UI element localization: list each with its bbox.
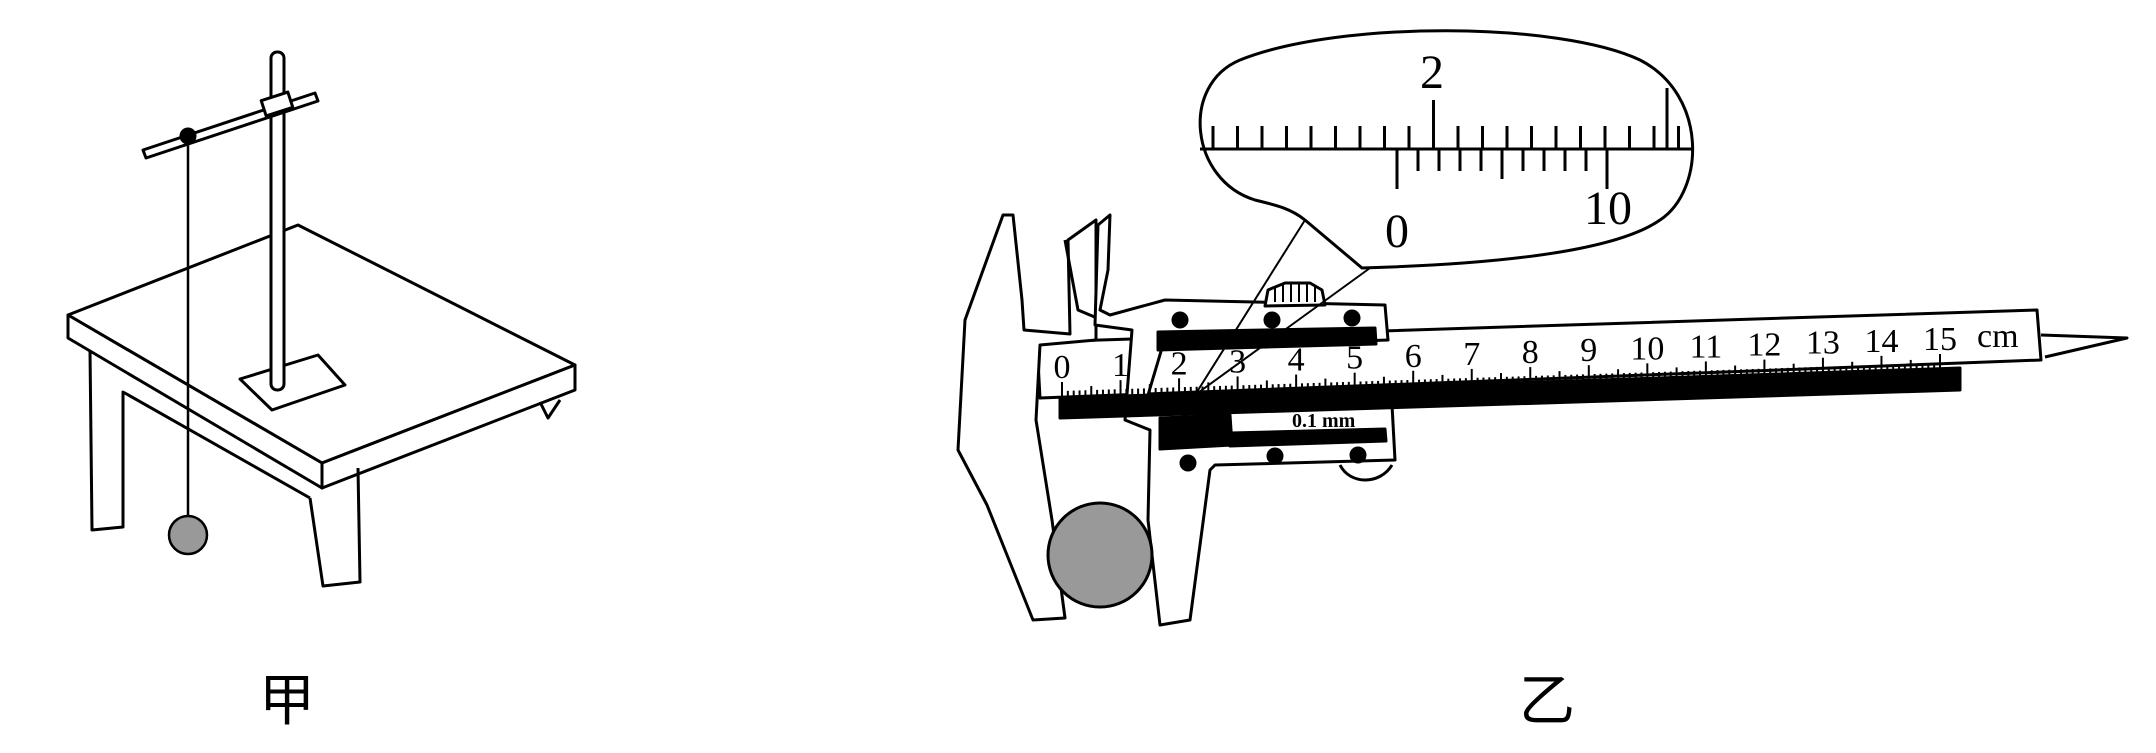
main-scale-label: 12	[1747, 327, 1781, 364]
vernier-caliper	[956, 213, 2129, 627]
main-scale-label: 14	[1864, 323, 1898, 360]
precision-label: 0.1 mm	[1292, 410, 1356, 432]
screw-top-1	[1171, 311, 1189, 329]
table-leg-right	[538, 399, 562, 420]
magnifier-ticks	[1211, 88, 1680, 189]
main-scale-label: 13	[1806, 325, 1840, 362]
pendulum-bob	[167, 514, 209, 556]
main-scale-label: 0	[1054, 349, 1071, 386]
main-scale-label: 6	[1405, 338, 1422, 375]
main-scale-ticks	[1061, 354, 1941, 398]
thumb-screw	[1263, 281, 1327, 308]
fixed-jaw	[956, 213, 1098, 622]
thumb-screw-knurl	[1274, 284, 1316, 302]
screw-bottom-1	[1179, 454, 1197, 472]
main-scale-label: 11	[1689, 328, 1722, 365]
magnifier-vernier-label-10: 10	[1584, 182, 1632, 235]
main-scale-label: 1	[1112, 347, 1129, 384]
zoom-line-2	[1194, 267, 1371, 396]
main-scale-label: 10	[1630, 330, 1664, 367]
stand-base	[238, 353, 347, 412]
depth-rod	[2040, 333, 2129, 359]
main-scale-label: 7	[1463, 336, 1480, 373]
main-scale-labels: 0 1 2 3 4 5 6 7 8 9 10 11 12 13 14 15	[1054, 321, 1958, 386]
vernier-frame	[1093, 213, 1397, 627]
table-leg-left	[88, 349, 311, 532]
magnifier-vernier-label-0: 0	[1385, 205, 1409, 258]
main-scale-label: 4	[1288, 342, 1305, 379]
magnifier-main-label: 2	[1420, 46, 1444, 99]
stand-rod	[269, 50, 286, 392]
screw-top-3	[1343, 309, 1361, 327]
fine-adjust-wheel	[1338, 464, 1394, 482]
table-leg-front	[308, 467, 362, 588]
caption-jia: 甲	[259, 669, 315, 734]
main-scale-label: 2	[1171, 345, 1188, 382]
screw-bottom-2	[1266, 447, 1284, 465]
main-scale-label: 5	[1346, 340, 1363, 377]
pendulum-apparatus	[66, 50, 577, 588]
fixed-jaw-upper	[1063, 239, 1098, 320]
main-scale-label: 15	[1923, 321, 1957, 358]
screw-top-2	[1263, 311, 1281, 329]
main-scale-label: 3	[1229, 343, 1246, 380]
top-black-bar	[1156, 326, 1378, 352]
main-scale-label: 9	[1580, 332, 1597, 369]
measured-ball	[1046, 501, 1154, 609]
table-top	[66, 223, 577, 465]
main-scale-label: 8	[1522, 334, 1539, 371]
table-side	[320, 363, 577, 490]
vernier-black-block	[1158, 413, 1234, 451]
zoom-line-1	[1194, 219, 1306, 396]
unit-label: cm	[1977, 318, 2019, 355]
magnifier-bubble	[1198, 29, 1695, 270]
vernier-bottom-bar	[1228, 427, 1388, 448]
caption-yi: 乙	[1519, 669, 1575, 734]
screw-bottom-3	[1349, 446, 1367, 464]
stand-clamp	[259, 90, 295, 118]
